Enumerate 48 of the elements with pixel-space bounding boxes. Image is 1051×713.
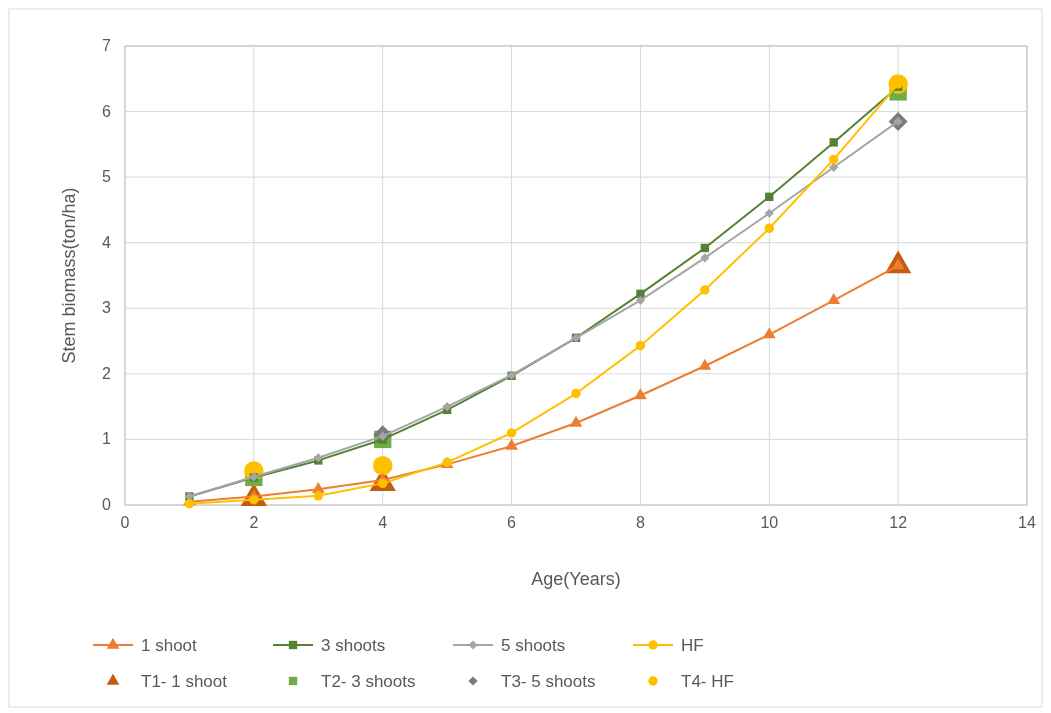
legend-label: 1 shoot: [141, 636, 198, 655]
x-tick-label: 0: [120, 514, 130, 531]
point: [636, 289, 645, 299]
point: [765, 192, 774, 201]
point: [506, 428, 517, 438]
point: [700, 253, 710, 263]
point: [569, 415, 583, 427]
point: [827, 293, 841, 305]
point: [634, 388, 647, 400]
point: [184, 498, 195, 509]
point: [571, 388, 581, 399]
legend-label: T4- HF: [681, 672, 734, 691]
legend-label: 3 shoots: [321, 636, 386, 655]
x-axis-title: Age(Years): [531, 569, 621, 589]
legend-label: T1- 1 shoot: [141, 672, 228, 691]
x-tick-label: 12: [889, 514, 908, 531]
y-tick-label: 1: [102, 430, 112, 448]
point: [764, 223, 775, 233]
y-tick-label: 5: [102, 168, 112, 186]
x-tick-label: 6: [507, 514, 517, 531]
x-tick-label: 8: [635, 514, 645, 531]
legend-label: T2- 3 shoots: [321, 672, 416, 691]
point: [372, 455, 393, 476]
point: [505, 438, 518, 450]
point: [698, 358, 712, 370]
point: [829, 138, 838, 147]
y-tick-label: 3: [102, 299, 112, 317]
y-tick-label: 0: [102, 496, 112, 513]
point: [700, 243, 710, 253]
point: [313, 491, 324, 501]
x-tick-label: 14: [1018, 514, 1036, 531]
y-tick-label: 6: [102, 102, 112, 120]
point: [635, 295, 646, 305]
legend-label: 5 shoots: [501, 636, 566, 655]
x-tick-label: 2: [249, 514, 259, 531]
legend-label: HF: [681, 636, 704, 655]
x-tick-label: 4: [378, 514, 388, 531]
point: [700, 285, 710, 295]
point: [828, 154, 839, 165]
y-tick-label: 4: [102, 233, 112, 251]
point: [635, 340, 646, 351]
legend-label: T3- 5 shoots: [501, 672, 596, 691]
x-tick-label: 10: [760, 514, 779, 531]
y-tick-label: 2: [102, 364, 112, 382]
y-tick-label: 7: [102, 37, 112, 54]
point: [764, 208, 774, 218]
y-axis-title: Stem biomass(ton/ha): [59, 187, 79, 364]
point: [762, 327, 776, 339]
